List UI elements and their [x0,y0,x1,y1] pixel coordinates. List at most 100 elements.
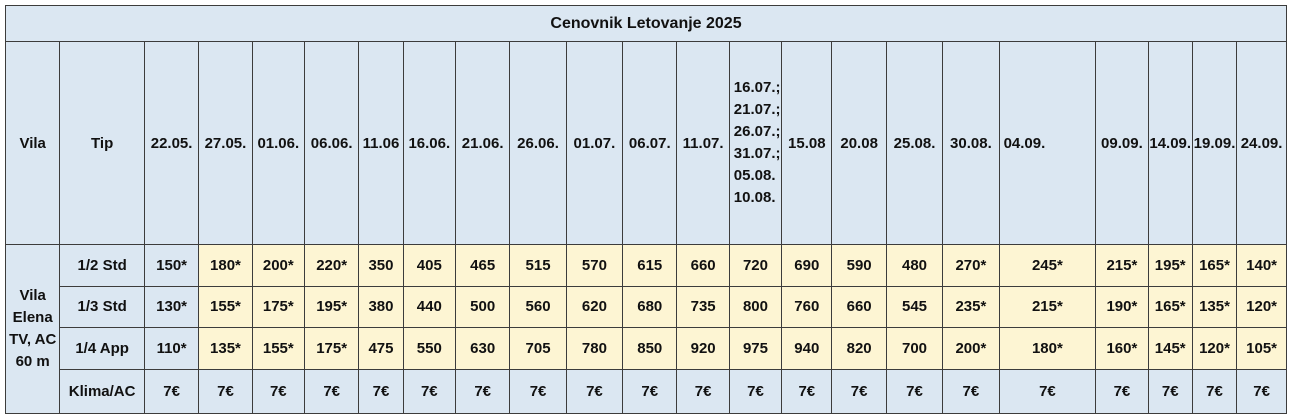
header-date: 09.09. [1095,41,1149,245]
header-date: 26.06. [509,41,567,245]
price-cell: 120* [1236,285,1287,329]
table-title: Cenovnik Letovanje 2025 [5,4,1287,43]
price-cell: 560 [509,285,567,329]
price-cell: 940 [781,327,833,371]
header-date: 20.08 [831,41,887,245]
price-cell: 180* [198,243,253,287]
price-cell: 720 [728,243,783,287]
price-cell: 570 [565,243,624,287]
price-cell: 7€ [565,369,624,414]
header-date-multi: 16.07.; 21.07.; 26.07.; 31.07.; 05.08. 1… [728,41,783,245]
price-cell: 220* [303,243,360,287]
header-date: 01.06. [251,41,305,245]
price-cell: 165* [1191,243,1238,287]
price-cell: 680 [622,285,678,329]
price-cell: 620 [565,285,624,329]
header-date: 04.09. [998,41,1097,245]
price-cell: 245* [998,243,1097,287]
price-cell: 155* [251,327,305,371]
price-cell: 660 [676,243,730,287]
price-cell: 405 [402,243,456,287]
price-cell: 7€ [781,369,833,414]
price-cell: 7€ [509,369,567,414]
price-cell: 7€ [998,369,1097,414]
price-cell: 7€ [1191,369,1238,414]
price-cell: 7€ [251,369,305,414]
price-cell: 7€ [402,369,456,414]
price-cell: 7€ [676,369,730,414]
price-cell: 7€ [885,369,944,414]
price-cell: 180* [998,327,1097,371]
header-date: 06.06. [303,41,360,245]
price-cell: 7€ [454,369,511,414]
header-date: 15.08 [781,41,833,245]
price-cell: 800 [728,285,783,329]
price-cell: 820 [831,327,887,371]
price-cell: 190* [1095,285,1149,329]
header-date: 22.05. [143,41,200,245]
price-cell: 175* [303,327,360,371]
room-type: Klima/AC [59,369,145,414]
header-date: 25.08. [885,41,944,245]
price-row: 1/3 Std 130* 155* 175* 195* 380 440 500 560 620 68… [6,285,1287,329]
price-cell: 7€ [1236,369,1287,414]
room-type: 1/4 App [59,327,145,371]
price-cell: 660 [831,285,887,329]
header-date: 24.09. [1236,41,1287,245]
room-type: 1/2 Std [59,243,145,287]
header-date: 27.05. [198,41,253,245]
header-date: 01.07. [565,41,624,245]
price-cell: 7€ [303,369,360,414]
price-cell: 215* [998,285,1097,329]
price-cell: 350 [358,243,404,287]
price-cell: 160* [1095,327,1149,371]
price-cell: 975 [728,327,783,371]
price-cell: 700 [885,327,944,371]
price-cell: 690 [781,243,833,287]
price-cell: 175* [251,285,305,329]
price-cell: 480 [885,243,944,287]
header-date: 11.06 [358,41,404,245]
header-date: 11.07. [676,41,730,245]
price-cell: 110* [143,327,200,371]
price-row: 1/4 App 110* 135* 155* 175* 475 550 630 705 780 85… [6,327,1287,371]
price-cell: 235* [942,285,1000,329]
price-cell: 270* [942,243,1000,287]
price-cell: 120* [1191,327,1238,371]
klima-row: Klima/AC 7€ 7€ 7€ 7€ 7€ 7€ 7€ 7€ 7€ 7€ 7€ 7€ 7€ 7€ 7€ 7€… [6,369,1287,414]
price-cell: 465 [454,243,511,287]
header-date: 16.06. [402,41,456,245]
price-cell: 500 [454,285,511,329]
price-cell: 550 [402,327,456,371]
room-type: 1/3 Std [59,285,145,329]
header-date: 06.07. [622,41,678,245]
price-cell: 195* [303,285,360,329]
price-cell: 7€ [831,369,887,414]
price-cell: 155* [198,285,253,329]
header-date: 19.09. [1191,41,1238,245]
price-cell: 630 [454,327,511,371]
price-cell: 475 [358,327,404,371]
header-row: Vila Tip 22.05. 27.05. 01.06. 06.06. 11.… [4,41,1287,245]
header-date: 30.08. [942,41,1000,245]
price-cell: 590 [831,243,887,287]
price-cell: 760 [781,285,833,329]
header-tip: Tip [59,41,145,245]
price-cell: 780 [565,327,624,371]
price-cell: 7€ [143,369,200,414]
price-cell: 7€ [1147,369,1193,414]
price-cell: 515 [509,243,567,287]
price-table: Cenovnik Letovanje 2025 Vila Tip 22.05. … [4,4,1287,415]
price-cell: 7€ [1095,369,1149,414]
price-cell: 135* [1191,285,1238,329]
price-cell: 7€ [198,369,253,414]
vila-name: Vila Elena TV, AC 60 m [4,243,61,415]
header-date: 14.09. [1147,41,1193,245]
price-cell: 380 [358,285,404,329]
price-cell: 215* [1095,243,1149,287]
price-cell: 165* [1147,285,1193,329]
price-cell: 200* [251,243,305,287]
price-cell: 850 [622,327,678,371]
price-cell: 615 [622,243,678,287]
price-cell: 130* [143,285,200,329]
